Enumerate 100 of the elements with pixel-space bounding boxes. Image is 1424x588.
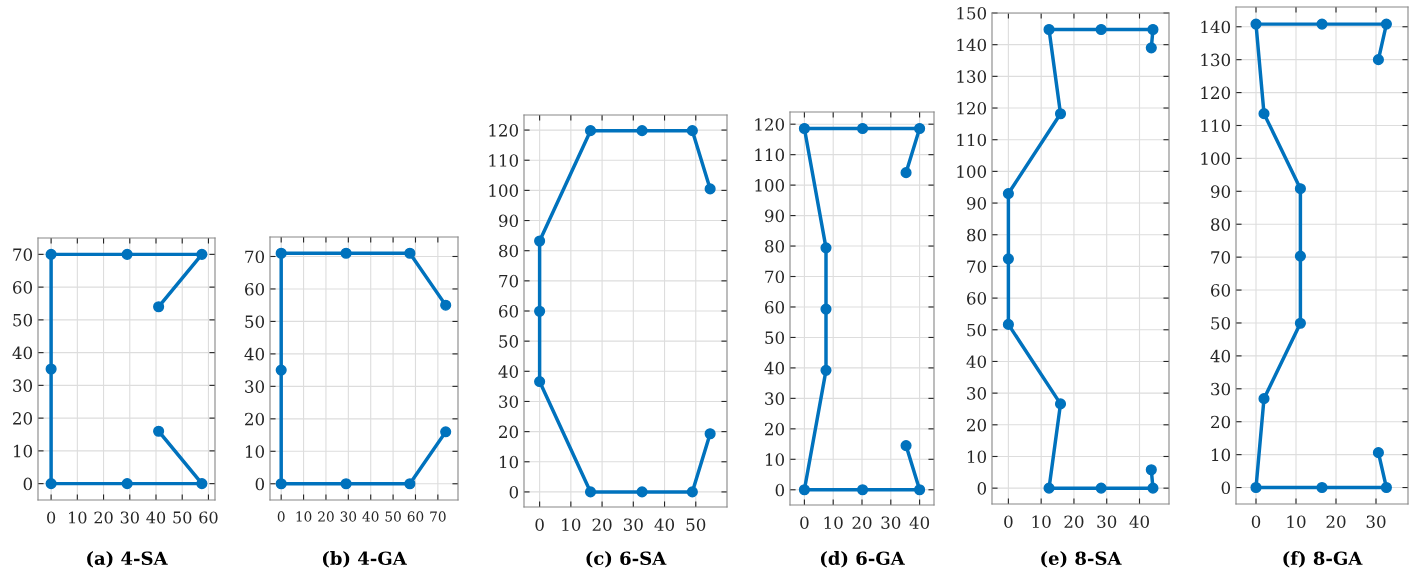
point xyxy=(1095,23,1107,36)
point xyxy=(440,426,452,438)
point xyxy=(45,248,57,260)
x-tick-label: 40 xyxy=(654,518,675,532)
x-tick-label: 0 xyxy=(47,511,56,524)
y-tick-label: 90 xyxy=(966,197,987,210)
point xyxy=(914,484,926,496)
point xyxy=(686,486,698,498)
text: (f) 8-GA xyxy=(1283,551,1363,568)
point xyxy=(1294,250,1306,262)
y-tick-label: 30 xyxy=(765,392,785,405)
y-tick-label: 100 xyxy=(755,179,785,192)
point xyxy=(704,183,716,195)
point xyxy=(820,303,832,315)
y-tick-label: 70 xyxy=(1211,251,1231,264)
x-tick-label: 60 xyxy=(407,511,424,522)
point xyxy=(1145,42,1157,54)
point xyxy=(820,364,832,376)
point xyxy=(1043,482,1055,494)
x-tick-label: 0 xyxy=(800,516,809,530)
point xyxy=(798,484,810,496)
y-tick-label: 10 xyxy=(245,445,265,458)
x-tick-label: 70 xyxy=(430,511,446,522)
point xyxy=(196,248,208,260)
y-tick-label: 0 xyxy=(509,485,519,499)
y-tick-label: 30 xyxy=(13,379,33,392)
y-tick-label: 80 xyxy=(967,228,987,242)
y-tick-label: 110 xyxy=(755,148,785,162)
point xyxy=(857,122,869,135)
text: (d) 6-GA xyxy=(820,551,905,568)
point xyxy=(584,125,597,137)
point xyxy=(121,248,133,260)
y-tick-label: 50 xyxy=(1211,316,1231,330)
y-tick-label: 20 xyxy=(13,412,33,425)
x-tick-label: 30 xyxy=(1097,515,1117,529)
y-tick-label: 20 xyxy=(765,422,785,436)
x-tick-label: 30 xyxy=(623,518,643,532)
point xyxy=(153,301,165,313)
point xyxy=(820,242,832,254)
y-tick-label: 110 xyxy=(957,133,987,147)
y-tick-label: 0 xyxy=(775,483,785,497)
point xyxy=(1043,23,1055,36)
y-tick-label: 20 xyxy=(245,412,265,426)
y-tick-label: 130 xyxy=(957,70,987,83)
y-tick-label: 70 xyxy=(967,260,987,273)
x-tick-label: 0 xyxy=(535,518,544,532)
x-tick-label: 0 xyxy=(1251,515,1261,529)
x-tick-label: 20 xyxy=(1064,515,1084,529)
y-tick-label: 10 xyxy=(13,444,33,458)
text: (e) 8-SA xyxy=(1041,551,1122,568)
y-tick-label: 110 xyxy=(1201,119,1231,133)
y-tick-label: 40 xyxy=(12,346,33,360)
y-tick-label: 0 xyxy=(1221,481,1231,495)
point xyxy=(275,247,287,259)
point xyxy=(1250,18,1262,30)
point xyxy=(1380,18,1392,30)
x-tick-label: 10 xyxy=(1032,515,1051,529)
point xyxy=(900,440,912,452)
y-tick-label: 10 xyxy=(1211,448,1231,462)
y-tick-label: 120 xyxy=(489,124,519,137)
point xyxy=(636,125,648,137)
x-tick-label: 40 xyxy=(362,511,379,522)
x-tick-label: 60 xyxy=(199,511,218,524)
y-tick-label: 20 xyxy=(967,418,987,432)
point xyxy=(1147,23,1159,36)
point xyxy=(45,363,57,375)
y-tick-label: 90 xyxy=(764,209,785,223)
y-tick-label: 80 xyxy=(765,240,785,253)
point xyxy=(1372,447,1384,459)
y-tick-label: 80 xyxy=(1211,218,1231,231)
y-tick-label: 30 xyxy=(245,380,265,393)
y-tick-label: 70 xyxy=(499,274,519,288)
point xyxy=(857,484,869,496)
point xyxy=(704,428,716,440)
y-tick-label: 100 xyxy=(1201,152,1231,165)
x-tick-label: 10 xyxy=(562,518,581,532)
x-tick-label: 0 xyxy=(277,511,285,522)
point xyxy=(1294,183,1306,195)
y-tick-label: 30 xyxy=(1211,382,1231,396)
y-tick-label: 70 xyxy=(765,270,785,284)
y-tick-label: 60 xyxy=(245,282,265,296)
point xyxy=(1145,464,1157,476)
point xyxy=(1095,482,1107,494)
y-tick-label: 50 xyxy=(967,323,987,337)
y-tick-label: 60 xyxy=(765,300,785,314)
x-tick-label: 50 xyxy=(385,511,401,522)
point xyxy=(1250,481,1262,494)
y-tick-label: 140 xyxy=(957,38,987,52)
point xyxy=(1372,54,1384,66)
point xyxy=(340,478,352,490)
x-tick-label: 0 xyxy=(1004,515,1013,529)
x-tick-label: 50 xyxy=(686,518,706,532)
point xyxy=(153,425,165,437)
y-tick-label: 40 xyxy=(966,355,987,369)
point xyxy=(1294,317,1306,329)
y-tick-label: 60 xyxy=(499,304,519,318)
y-tick-label: 140 xyxy=(1201,20,1231,34)
x-tick-label: 40 xyxy=(146,511,166,524)
point xyxy=(275,364,287,376)
x-tick-label: 20 xyxy=(94,511,113,524)
